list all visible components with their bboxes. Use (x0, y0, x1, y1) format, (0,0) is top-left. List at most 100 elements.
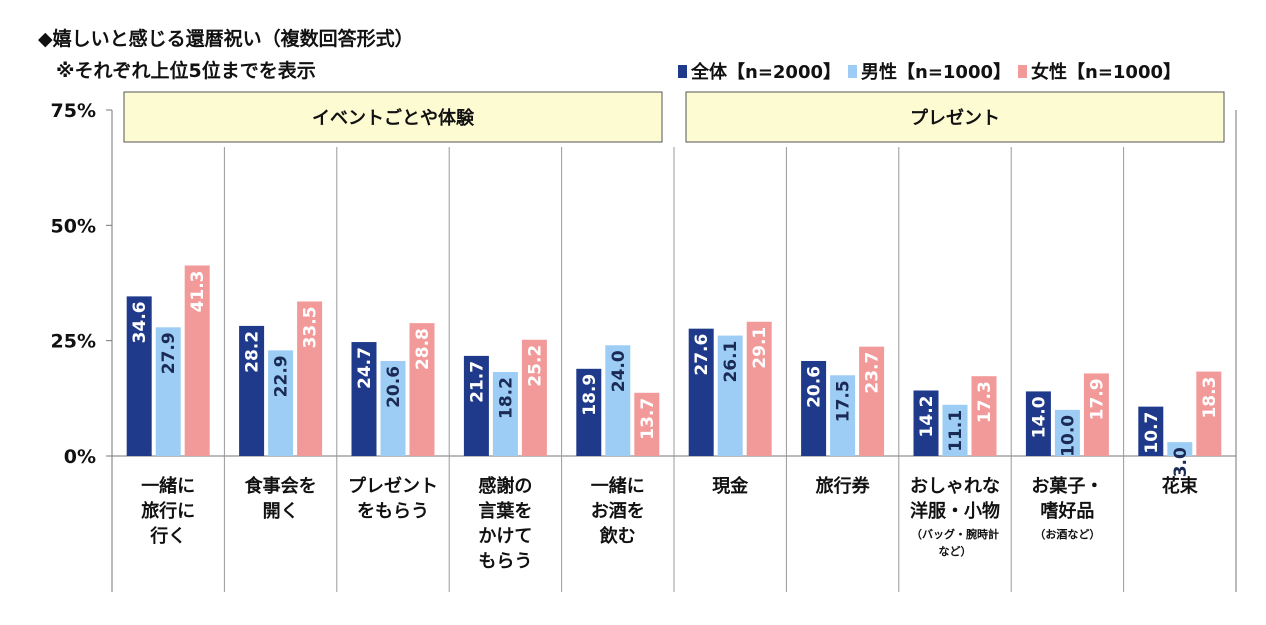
bar-all (913, 390, 939, 456)
bar-all (463, 355, 489, 456)
category-label: 感謝の (478, 475, 532, 497)
bar-all (351, 342, 377, 456)
value-label-male: 10.0 (1058, 415, 1078, 457)
chart-title: ◆嬉しいと感じる還暦祝い（複数回答形式） (38, 28, 414, 50)
legend-swatch-male (848, 64, 857, 78)
value-label-female: 23.7 (863, 352, 883, 394)
y-tick-label: 50% (51, 215, 96, 237)
value-label-male: 27.9 (159, 332, 179, 374)
category-label: 開く (263, 501, 299, 522)
y-tick-label: 75% (51, 100, 96, 122)
category-label: もらう (478, 551, 532, 572)
bar-female (1083, 373, 1109, 456)
category-label: 飲む (599, 525, 636, 547)
legend-item-all: 全体【n=2000】 (678, 58, 841, 84)
value-label-all: 24.7 (355, 347, 375, 389)
bar-male (830, 375, 856, 456)
value-label-all: 20.6 (805, 366, 825, 408)
bar-male (717, 335, 743, 456)
bar-all (1025, 391, 1051, 456)
bar-all (239, 325, 265, 456)
category-note: など） (939, 545, 972, 558)
value-label-all: 18.9 (580, 374, 600, 416)
category-label: 旅行に (141, 500, 195, 522)
bar-male (380, 360, 406, 456)
chart-subtitle: ※それぞれ上位5位までを表示 (56, 60, 316, 82)
bar-female (746, 321, 772, 456)
value-label-male: 22.9 (272, 355, 292, 397)
y-tick-label: 0% (64, 446, 96, 468)
group-header-box (685, 91, 1225, 143)
y-tick-label: 25% (51, 331, 96, 353)
category-label: 一緒に (591, 475, 645, 497)
category-label: 言葉を (478, 500, 532, 522)
value-label-male: 17.5 (834, 380, 854, 422)
value-label-female: 28.8 (413, 328, 433, 370)
value-label-female: 17.3 (975, 381, 995, 423)
value-label-female: 41.3 (188, 270, 208, 312)
value-label-female: 33.5 (301, 306, 321, 348)
category-label: プレゼント (348, 475, 438, 497)
legend-item-male: 男性【n=1000】 (848, 58, 1011, 84)
value-label-all: 34.6 (130, 301, 150, 343)
value-label-male: 26.1 (721, 341, 741, 383)
legend-swatch-female (1018, 64, 1027, 78)
category-label: お酒を (591, 500, 645, 522)
bar-male (605, 345, 631, 456)
bar-all (688, 328, 714, 456)
value-label-all: 27.6 (692, 334, 712, 376)
legend-swatch-all (678, 64, 687, 78)
bar-male (492, 372, 518, 456)
value-label-all: 10.7 (1142, 412, 1162, 454)
bar-female (184, 265, 210, 456)
bar-female (634, 392, 660, 456)
value-label-female: 13.7 (638, 398, 658, 440)
category-label: 一緒に (141, 475, 195, 497)
bar-female (971, 376, 997, 456)
bar-female (1196, 371, 1222, 456)
bar-male (942, 404, 968, 456)
value-label-all: 14.0 (1029, 396, 1049, 438)
category-note: （お酒など） (1034, 528, 1100, 541)
legend-label-male: 男性【n=1000】 (861, 62, 1011, 83)
value-label-male: 18.2 (496, 377, 516, 419)
value-label-male: 24.0 (609, 350, 629, 392)
bar-female (297, 301, 323, 456)
category-label: をもらう (357, 501, 429, 522)
value-label-male: 11.1 (946, 410, 966, 452)
bar-male (1054, 409, 1080, 456)
bar-all (576, 368, 602, 456)
bar-male (1167, 442, 1193, 456)
category-label: かけて (478, 526, 532, 547)
category-label: 洋服・小物 (910, 500, 1000, 522)
group-header-label: プレゼント (910, 107, 1000, 129)
group-header-box (123, 91, 663, 143)
category-label: 食事会を (244, 475, 317, 497)
category-label: 嗜好品 (1040, 500, 1094, 522)
bar-all (1138, 406, 1164, 456)
value-label-female: 29.1 (750, 327, 770, 369)
value-label-female: 18.3 (1200, 377, 1220, 419)
category-note: （バッグ・腕時計 (911, 527, 999, 541)
bar-all (126, 296, 152, 456)
category-label: 花束 (1162, 475, 1199, 497)
bar-female (859, 346, 885, 456)
value-label-all: 14.2 (917, 395, 937, 437)
category-label: お菓子・ (1031, 475, 1103, 497)
value-label-all: 28.2 (243, 331, 263, 373)
legend-label-all: 全体【n=2000】 (691, 62, 841, 83)
category-label: 行く (149, 525, 186, 547)
bar-male (268, 350, 294, 456)
value-label-all: 21.7 (467, 361, 487, 403)
value-label-female: 17.9 (1087, 378, 1107, 420)
bar-female (521, 339, 547, 456)
bar-all (801, 360, 827, 456)
category-label: 現金 (712, 475, 749, 497)
category-label: おしゃれな (910, 476, 1000, 497)
bar-female (409, 323, 435, 456)
legend-item-female: 女性【n=1000】 (1018, 58, 1181, 84)
bar-male (155, 327, 181, 456)
value-label-female: 25.2 (525, 345, 545, 387)
legend-label-female: 女性【n=1000】 (1031, 62, 1181, 83)
